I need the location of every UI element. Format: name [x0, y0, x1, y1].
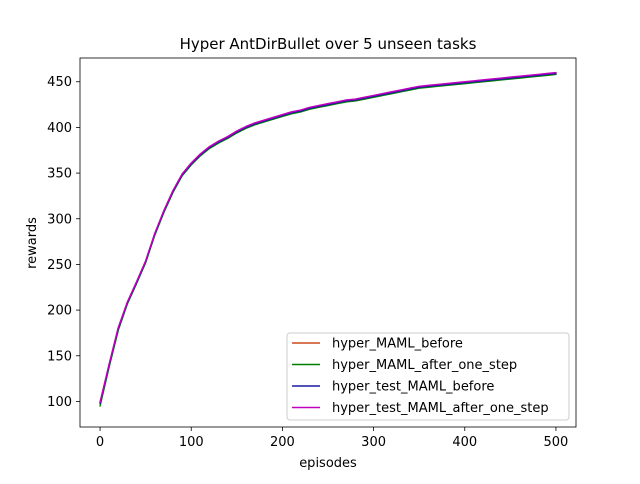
series-layer [99, 71, 557, 407]
y-tick-label: 300 [47, 212, 72, 227]
y-tick-label: 250 [47, 258, 72, 273]
y-tick-label: 200 [47, 304, 72, 319]
x-axis-label: episodes [299, 456, 357, 471]
legend-label: hyper_MAML_before [332, 337, 463, 352]
legend: hyper_MAML_before hyper_MAML_after_one_st… [286, 332, 570, 421]
legend-label: hyper_MAML_after_one_step [332, 358, 517, 373]
legend-box [286, 332, 570, 421]
x-tick-label: 300 [361, 435, 386, 450]
x-axis: 0 100 200 300 400 500 [96, 427, 568, 450]
x-tick-label: 400 [452, 435, 477, 450]
x-tick-label: 100 [179, 435, 204, 450]
x-tick-label: 0 [96, 435, 104, 450]
x-tick-label: 500 [544, 435, 569, 450]
y-tick-label: 450 [47, 75, 72, 90]
x-tick-label: 200 [270, 435, 295, 450]
chart-title: Hyper AntDirBullet over 5 unseen tasks [180, 35, 477, 53]
y-tick-label: 100 [47, 395, 72, 410]
y-tick-label: 350 [47, 167, 72, 182]
plot-area-frame [79, 57, 577, 428]
y-axis-label: rewards [25, 217, 40, 269]
series-line-hyper-test-MAML-after-one-step [99, 71, 557, 404]
y-tick-label: 150 [47, 349, 72, 364]
legend-label: hyper_test_MAML_before [332, 380, 494, 395]
y-tick-label: 400 [47, 121, 72, 136]
legend-label: hyper_test_MAML_after_one_step [332, 401, 549, 416]
y-axis: 100 150 200 250 300 350 400 450 [47, 75, 80, 410]
